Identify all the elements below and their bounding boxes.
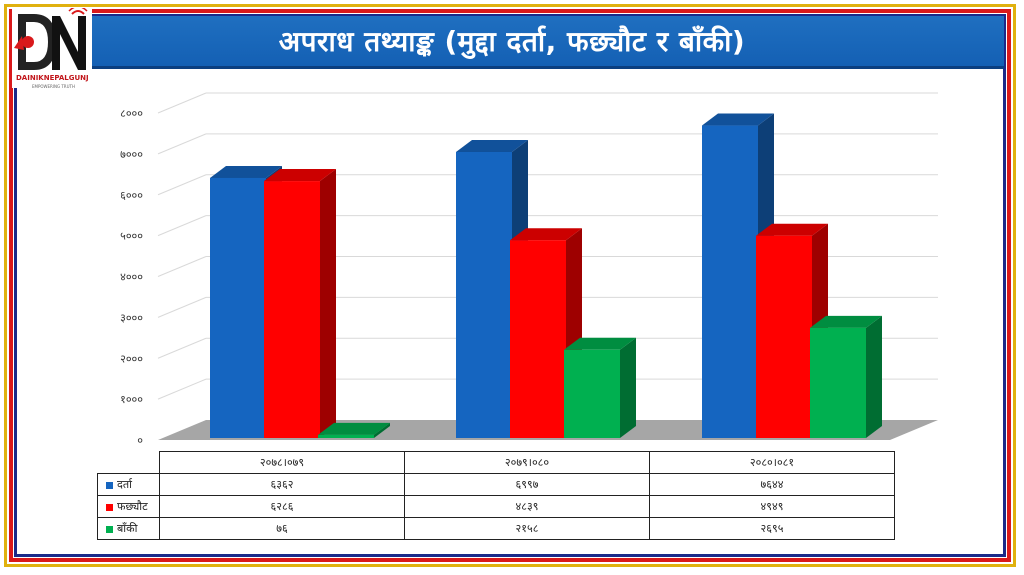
- legend-label: बाँकी: [117, 522, 138, 535]
- y-tick-label: ४०००: [120, 271, 143, 284]
- gridline: [157, 337, 207, 359]
- gridline: [157, 174, 207, 196]
- bar-top: [264, 169, 336, 182]
- bar: [210, 177, 266, 438]
- legend-swatch-icon: [106, 503, 113, 511]
- legend-label: दर्ता: [117, 478, 132, 491]
- legend-label: फछ्यौट: [117, 500, 148, 513]
- navy-frame: [14, 14, 1006, 557]
- bar-top: [810, 315, 882, 328]
- gridline: [157, 133, 207, 155]
- bar: [702, 125, 758, 438]
- legend-swatch-icon: [106, 525, 113, 533]
- red-frame: [9, 9, 1011, 562]
- bar: [564, 349, 620, 438]
- y-tick-label: ५०००: [120, 230, 143, 243]
- table-column-header: २०८०।०८१: [649, 451, 895, 474]
- page-title: अपराध तथ्याङ्क (मुद्दा दर्ता, फछ्यौट र ब…: [278, 25, 746, 58]
- y-tick-label: ६०००: [120, 189, 143, 202]
- table-column-header: २०७८।०७९: [159, 451, 405, 474]
- table-header-row: २०७८।०७९ २०७९।०८० २०८०।०८१: [98, 451, 895, 474]
- table-row: बाँकी ७६ २१५८ २६९५: [97, 517, 895, 540]
- y-tick-label: २०००: [120, 352, 143, 365]
- gridline: [157, 256, 207, 277]
- bar: [264, 181, 320, 438]
- bar-top: [702, 113, 774, 126]
- logo-text: DAINIKNEPALGUNJ: [16, 74, 89, 82]
- logo-mark-icon: [14, 5, 88, 70]
- bar-side: [374, 422, 390, 438]
- y-tick-label: ३०००: [120, 311, 143, 324]
- table-row: दर्ता ६३६२ ६९९७ ७६४४: [97, 473, 895, 496]
- bar-top: [756, 223, 828, 236]
- table-cell: ६३६२: [159, 473, 405, 496]
- data-table: २०७८।०७९ २०७९।०८० २०८०।०८१ दर्ता ६३६२ ६९…: [97, 451, 895, 540]
- bar-top: [510, 228, 582, 241]
- gridline: [157, 92, 207, 114]
- table-row-label: फछ्यौट: [97, 495, 160, 518]
- bar: [756, 235, 812, 438]
- outer-frame: [4, 4, 1016, 567]
- bar-side: [620, 337, 636, 438]
- bar: [810, 327, 866, 438]
- table-cell: ६२८६: [159, 495, 405, 518]
- table-cell: ४८३९: [404, 495, 650, 518]
- table-cell: ७६: [159, 517, 405, 540]
- bar-top: [564, 337, 636, 350]
- gridline: [157, 215, 207, 237]
- table-row-label: दर्ता: [97, 473, 160, 496]
- bar-side: [866, 315, 882, 438]
- table-column-header: २०७९।०८०: [404, 451, 650, 474]
- y-tick-label: ७०००: [120, 148, 143, 161]
- title-bar: अपराध तथ्याङ्क (मुद्दा दर्ता, फछ्यौट र ब…: [20, 16, 1004, 69]
- bar: [318, 434, 374, 438]
- bar-top: [210, 165, 282, 178]
- table-row-label: बाँकी: [97, 517, 160, 540]
- bar-top: [456, 139, 528, 152]
- bar-side: [320, 169, 336, 438]
- table-cell: ४९४९: [649, 495, 895, 518]
- logo: DAINIKNEPALGUNJ EMPOWERING TRUTH: [12, 5, 92, 89]
- gridline: [157, 378, 207, 400]
- table-row: फछ्यौट ६२८६ ४८३९ ४९४९: [97, 495, 895, 518]
- bar: [456, 151, 512, 438]
- table-cell: २१५८: [404, 517, 650, 540]
- table-cell: ७६४४: [649, 473, 895, 496]
- table-cell: २६९५: [649, 517, 895, 540]
- table-corner: [98, 452, 160, 474]
- legend-swatch-icon: [106, 481, 113, 489]
- y-tick-label: १०००: [120, 393, 143, 406]
- y-tick-label: ८०००: [120, 107, 143, 120]
- bar: [510, 240, 566, 438]
- bar-top: [318, 422, 390, 435]
- table-cell: ६९९७: [404, 473, 650, 496]
- gridline: [157, 296, 207, 318]
- logo-tagline: EMPOWERING TRUTH: [32, 84, 75, 89]
- y-tick-label: ०: [137, 434, 143, 447]
